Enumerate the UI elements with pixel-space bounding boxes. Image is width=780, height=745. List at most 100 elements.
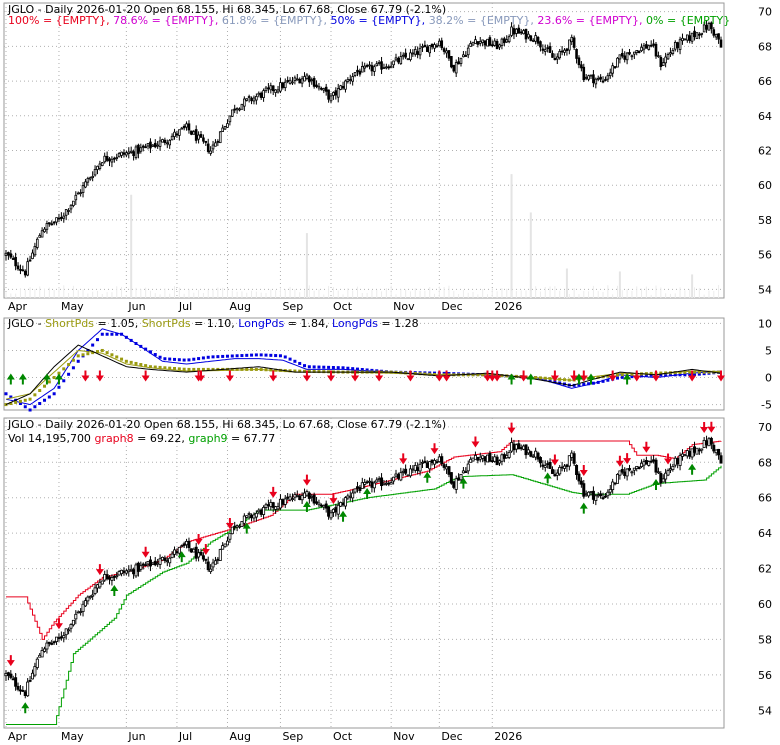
oscillator-dot [235, 367, 239, 371]
candle-body [695, 32, 699, 39]
volume-bar [718, 285, 720, 298]
candle-body [146, 143, 150, 147]
candle-body [644, 460, 648, 465]
volume-bar [506, 288, 508, 298]
oscillator-dot [52, 392, 56, 396]
volume-bar [212, 289, 214, 298]
volume-bar [222, 287, 224, 298]
candle-body [601, 80, 605, 83]
candle-body [238, 108, 241, 111]
buy-arrow [242, 522, 251, 534]
oscillator-dot [659, 373, 663, 377]
oscillator-dot [341, 366, 345, 370]
candle-body [9, 673, 13, 678]
volume-bar [597, 291, 599, 298]
candle-body [416, 467, 420, 471]
sell-arrow [201, 544, 210, 556]
candle-body [141, 563, 145, 566]
candle-body [21, 690, 25, 692]
oscillator-dot [649, 371, 653, 375]
candle-body [558, 467, 562, 475]
candle-body [363, 482, 367, 485]
y-tick-label: 54 [758, 283, 772, 296]
buy-arrow [652, 478, 660, 490]
buy-arrow [177, 551, 186, 563]
candle-body [295, 495, 299, 497]
volume-bar [246, 292, 248, 298]
oscillator-title-part: = 1.10, [191, 317, 239, 330]
candle-body [385, 66, 388, 69]
volume-bar [554, 286, 556, 298]
candle-body [502, 454, 506, 459]
candle-body [4, 673, 8, 677]
sell-arrow [550, 454, 559, 466]
candle-body [283, 81, 287, 89]
candle-body [206, 561, 210, 571]
candle-body [269, 502, 273, 507]
volume-bar [395, 294, 397, 298]
volume-bar [305, 233, 308, 298]
candle-body [628, 52, 631, 55]
candle-body [55, 636, 59, 642]
candle-body [19, 269, 22, 271]
candle-body [563, 465, 567, 469]
y-tick-label: 60 [758, 179, 772, 192]
sell-arrow [194, 534, 203, 546]
volume-bar [304, 290, 306, 298]
candle-body [481, 39, 484, 43]
candle-body [336, 88, 340, 98]
sell-arrow [579, 465, 588, 477]
candle-body [693, 30, 696, 38]
candle-body [144, 146, 147, 149]
fibonacci-legend: 100% = {EMPTY}, 78.6% = {EMPTY}, 61.8% =… [8, 14, 730, 27]
volume-bar [289, 286, 291, 298]
candle-body [67, 629, 71, 632]
candle-body [127, 151, 131, 154]
candle-body [615, 474, 619, 484]
candle-body [695, 447, 699, 455]
candle-body [428, 461, 432, 470]
candle-body [551, 53, 554, 58]
volume-value: Vol 14,195,700 [8, 432, 94, 445]
candle-body [240, 103, 244, 110]
volume-bar [260, 292, 262, 298]
oscillator-dot [707, 370, 711, 374]
candle-body [661, 478, 665, 483]
candle-body [440, 456, 444, 464]
buy-arrow [459, 477, 468, 489]
candle-body [95, 584, 99, 589]
candle-body [259, 509, 263, 515]
candle-body [267, 87, 270, 90]
candle-body [476, 456, 480, 461]
x-tick-label: Aug [229, 300, 250, 313]
sell-arrow [608, 370, 617, 382]
sell-arrow [717, 370, 725, 382]
candle-body [146, 560, 150, 565]
candle-body [640, 46, 643, 51]
candle-body [339, 502, 343, 507]
candle-body [62, 635, 66, 639]
volume-bar [323, 294, 325, 298]
oscillator-dot [28, 397, 32, 401]
buy-arrow [42, 373, 51, 385]
candle-body [365, 65, 369, 67]
candle-body [526, 449, 530, 454]
candle-body [397, 57, 400, 63]
candle-body [151, 562, 155, 565]
volume-bar [125, 294, 127, 298]
oscillator-dot [346, 366, 350, 370]
oscillator-dot [293, 359, 297, 363]
candle-body [510, 26, 513, 36]
candle-body [312, 494, 316, 504]
y-tick-label: 66 [758, 75, 772, 88]
buy-arrow [587, 373, 595, 385]
candle-body [173, 549, 177, 555]
candle-body [279, 82, 282, 92]
x-tick-label: Oct [333, 300, 353, 313]
x-tick-label: Apr [8, 300, 28, 313]
candle-body [286, 496, 290, 499]
volume-bar [544, 286, 546, 298]
candle-body [645, 44, 648, 49]
y-tick-label: 70 [758, 6, 772, 19]
volume-bar [529, 212, 532, 298]
